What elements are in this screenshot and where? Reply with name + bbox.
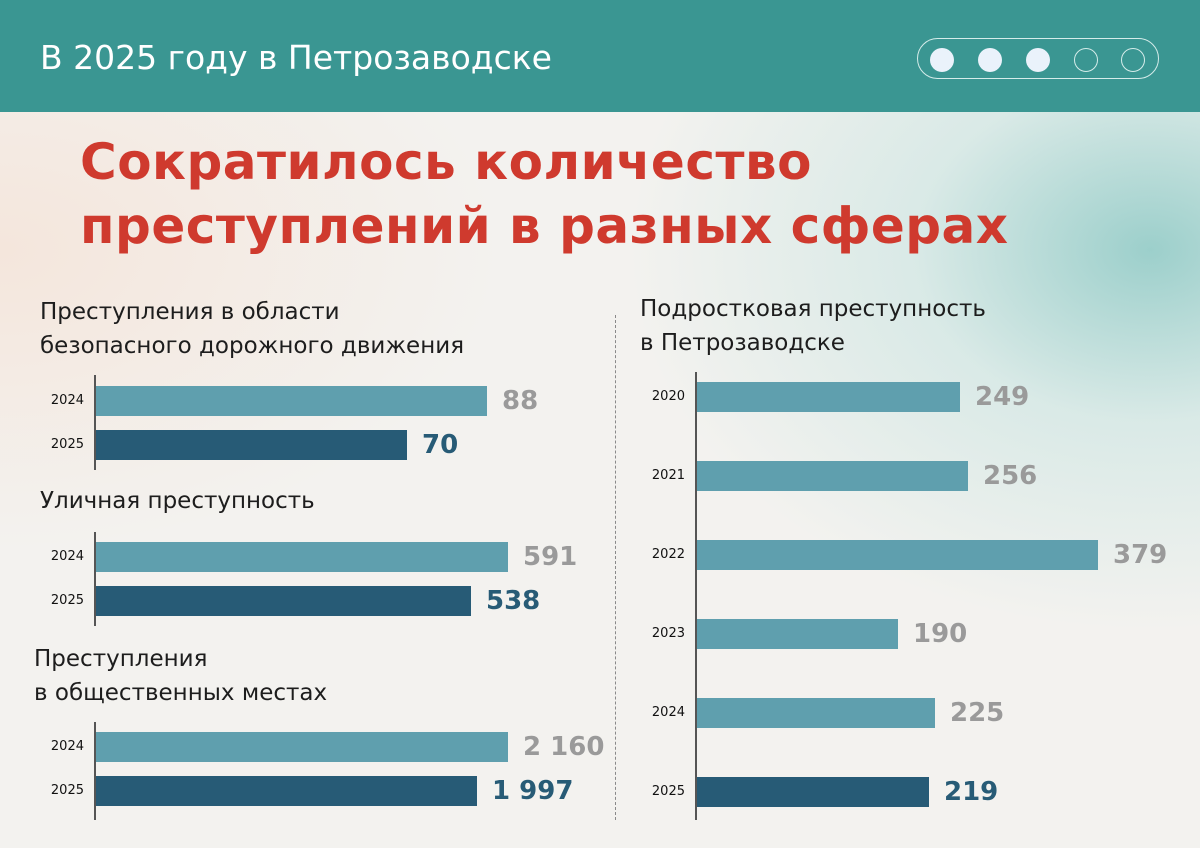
axis-line	[695, 372, 697, 820]
chart-title-line: Преступления	[34, 646, 208, 672]
year-label: 2021	[651, 468, 685, 483]
bar	[697, 777, 929, 807]
chart-title: Преступления в области безопасного дорожн…	[40, 295, 464, 363]
chart-title: Уличная преступность	[40, 484, 315, 518]
year-label: 2020	[651, 389, 685, 404]
value-label: 249	[975, 382, 1030, 412]
chart-title-line: Подростковая преступность	[640, 296, 986, 322]
bar	[697, 382, 960, 412]
bar	[96, 430, 407, 460]
axis-line	[94, 375, 96, 470]
headline: Сократилось количество преступлений в ра…	[80, 130, 1009, 258]
value-label: 538	[486, 586, 541, 616]
axis-line	[94, 722, 96, 820]
year-label: 2025	[50, 593, 84, 608]
bar	[697, 698, 935, 728]
value-label: 219	[944, 777, 999, 807]
header: В 2025 году в Петрозаводске	[0, 0, 1200, 112]
header-title: В 2025 году в Петрозаводске	[40, 38, 552, 77]
value-label: 2 160	[523, 732, 605, 762]
page-indicator	[917, 38, 1159, 79]
axis-line	[94, 532, 96, 626]
page-dot-3[interactable]	[1026, 48, 1050, 72]
year-label: 2023	[651, 626, 685, 641]
page-dot-5[interactable]	[1121, 48, 1145, 72]
value-label: 379	[1113, 540, 1168, 570]
headline-line-1: Сократилось количество	[80, 133, 812, 191]
chart-title-line: Уличная преступность	[40, 488, 315, 514]
year-label: 2024	[50, 739, 84, 754]
value-label: 88	[502, 386, 539, 416]
year-label: 2022	[651, 547, 685, 562]
headline-line-2: преступлений в разных сферах	[80, 197, 1009, 255]
chart-title: Подростковая преступность в Петрозаводске	[640, 292, 986, 360]
year-label: 2025	[50, 783, 84, 798]
year-label: 2024	[651, 705, 685, 720]
bar	[96, 732, 508, 762]
value-label: 1 997	[492, 776, 574, 806]
bar	[96, 776, 477, 806]
value-label: 190	[913, 619, 968, 649]
bar	[697, 540, 1098, 570]
bar	[96, 386, 487, 416]
chart-title-line: в общественных местах	[34, 680, 328, 706]
page-dot-2[interactable]	[978, 48, 1002, 72]
year-label: 2025	[651, 784, 685, 799]
year-label: 2024	[50, 393, 84, 408]
bar	[96, 542, 508, 572]
divider	[615, 315, 616, 820]
value-label: 256	[983, 461, 1038, 491]
chart-title-line: в Петрозаводске	[640, 330, 845, 356]
bar	[96, 586, 471, 616]
chart-title: Преступления в общественных местах	[34, 642, 327, 710]
bar	[697, 461, 968, 491]
chart-title-line: Преступления в области	[40, 299, 340, 325]
value-label: 70	[422, 430, 459, 460]
bar	[697, 619, 898, 649]
page-dot-4[interactable]	[1074, 48, 1098, 72]
value-label: 591	[523, 542, 578, 572]
year-label: 2024	[50, 549, 84, 564]
value-label: 225	[950, 698, 1005, 728]
chart-title-line: безопасного дорожного движения	[40, 333, 465, 359]
page-dot-1[interactable]	[930, 48, 954, 72]
year-label: 2025	[50, 437, 84, 452]
